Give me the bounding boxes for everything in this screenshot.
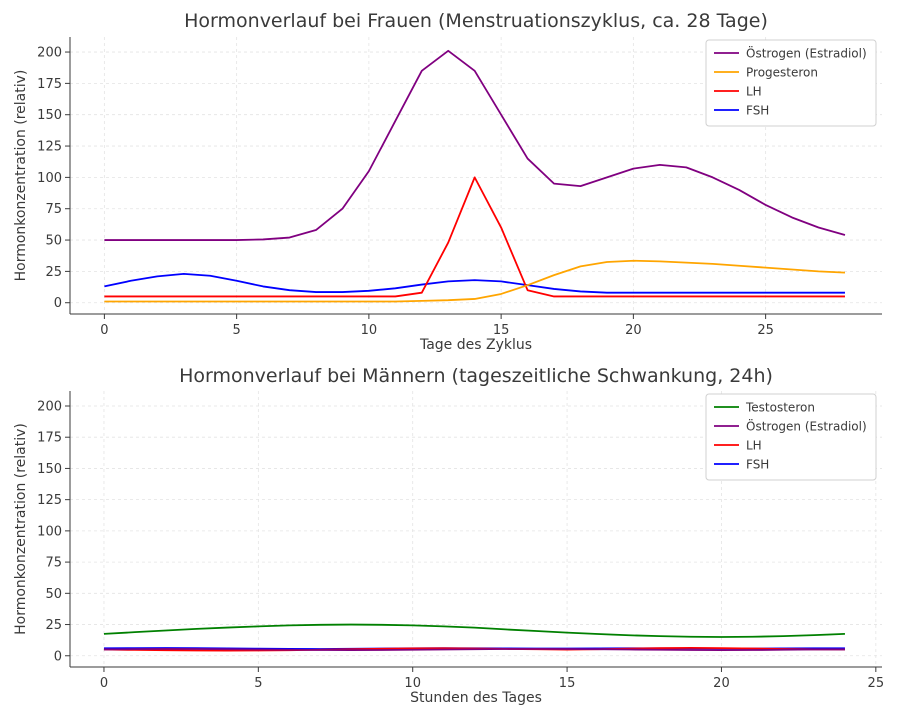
chart-0-title: Hormonverlauf bei Frauen (Menstruationsz…: [184, 10, 768, 32]
chart-1-legend-label-lh: LH: [746, 439, 762, 453]
chart-0-y-tick-label-200: 200: [37, 46, 62, 61]
chart-0-legend-label-oestrogen-estradiol: Östrogen (Estradiol): [746, 45, 867, 61]
chart-1-x-tick-label-10: 10: [404, 676, 421, 691]
chart-0-y-axis-title: Hormonkonzentration (relativ): [13, 70, 29, 282]
chart-0-x-tick-label-0: 0: [100, 323, 108, 338]
chart-0-y-tick-label-100: 100: [37, 171, 62, 186]
chart-0-series-fsh-line: [104, 272, 845, 294]
chart-1-y-tick-label-125: 125: [37, 493, 62, 508]
chart-0-legend: Östrogen (Estradiol) Progesteron LH FSH: [705, 39, 877, 127]
male-hormone-chart: 0 5 10 15 20 25 0 25 50 75 100 125 150 175 200 Hormonve…: [13, 365, 884, 706]
chart-1-y-tick-label-25: 25: [45, 618, 62, 633]
chart-0-x-axis-title: Tage des Zyklus: [419, 337, 532, 353]
chart-0-legend-label-fsh: FSH: [746, 104, 769, 118]
chart-0-y-tick-label-150: 150: [37, 108, 62, 123]
chart-0-x-tick-label-10: 10: [361, 323, 378, 338]
chart-1-x-tick-label-20: 20: [713, 676, 730, 691]
chart-0-legend-label-progesteron: Progesteron: [746, 66, 818, 80]
chart-1-y-tick-label-100: 100: [37, 524, 62, 539]
chart-1-legend-label-testosteron: Testosteron: [745, 401, 815, 415]
chart-1-series-oestrogen-estradiol-line: [103, 647, 845, 652]
chart-0-y-tick-label-25: 25: [45, 265, 62, 280]
chart-1-legend-box: [705, 393, 877, 481]
chart-0-series-oestrogen-estradiol-line: [104, 49, 846, 241]
chart-1-x-tick-label-0: 0: [100, 676, 108, 691]
chart-0-series-progesteron-line: [104, 259, 846, 303]
chart-1-legend-label-oestrogen-estradiol: Östrogen (Estradiol): [746, 418, 867, 434]
chart-0-x-tick-label-15: 15: [493, 323, 510, 338]
chart-1-y-axis-title: Hormonkonzentration (relativ): [13, 423, 29, 635]
chart-1-legend-label-fsh: FSH: [746, 458, 769, 472]
chart-0-y-tick-label-125: 125: [37, 140, 62, 155]
chart-0-y-tick-label-0: 0: [54, 296, 62, 311]
chart-0-legend-box: [705, 39, 877, 127]
chart-0-x-tick-label-20: 20: [625, 323, 642, 338]
chart-1-x-tick-label-15: 15: [559, 676, 576, 691]
chart-1-series-testosteron-line: [103, 623, 845, 638]
chart-0-y-tick-label-50: 50: [45, 234, 62, 249]
chart-1-x-tick-label-5: 5: [254, 676, 262, 691]
chart-1-x-tick-label-25: 25: [868, 676, 885, 691]
chart-0-y-tick-label-75: 75: [45, 202, 62, 217]
chart-1-y-tick-label-50: 50: [45, 587, 62, 602]
chart-1-legend: Testosteron Östrogen (Estradiol) LH FSH: [705, 393, 877, 481]
chart-1-y-tick-label-175: 175: [37, 431, 62, 446]
chart-1-y-tick-label-150: 150: [37, 462, 62, 477]
chart-0-x-tick-label-5: 5: [232, 323, 240, 338]
chart-0-legend-label-lh: LH: [746, 85, 762, 99]
chart-1-y-tick-label-75: 75: [45, 556, 62, 571]
female-hormone-chart: 0 5 10 15 20 25 0 25 50 75 100 125 150 175 200 Hormonve…: [13, 10, 882, 353]
chart-0-series-lh-line: [104, 176, 845, 298]
chart-1-x-axis-title: Stunden des Tages: [410, 690, 542, 706]
chart-0-x-tick-label-25: 25: [757, 323, 774, 338]
chart-1-title: Hormonverlauf bei Männern (tageszeitlich…: [179, 365, 773, 387]
chart-1-y-tick-label-0: 0: [54, 649, 62, 664]
chart-0-y-tick-label-175: 175: [37, 77, 62, 92]
chart-1-y-tick-label-200: 200: [37, 399, 62, 414]
